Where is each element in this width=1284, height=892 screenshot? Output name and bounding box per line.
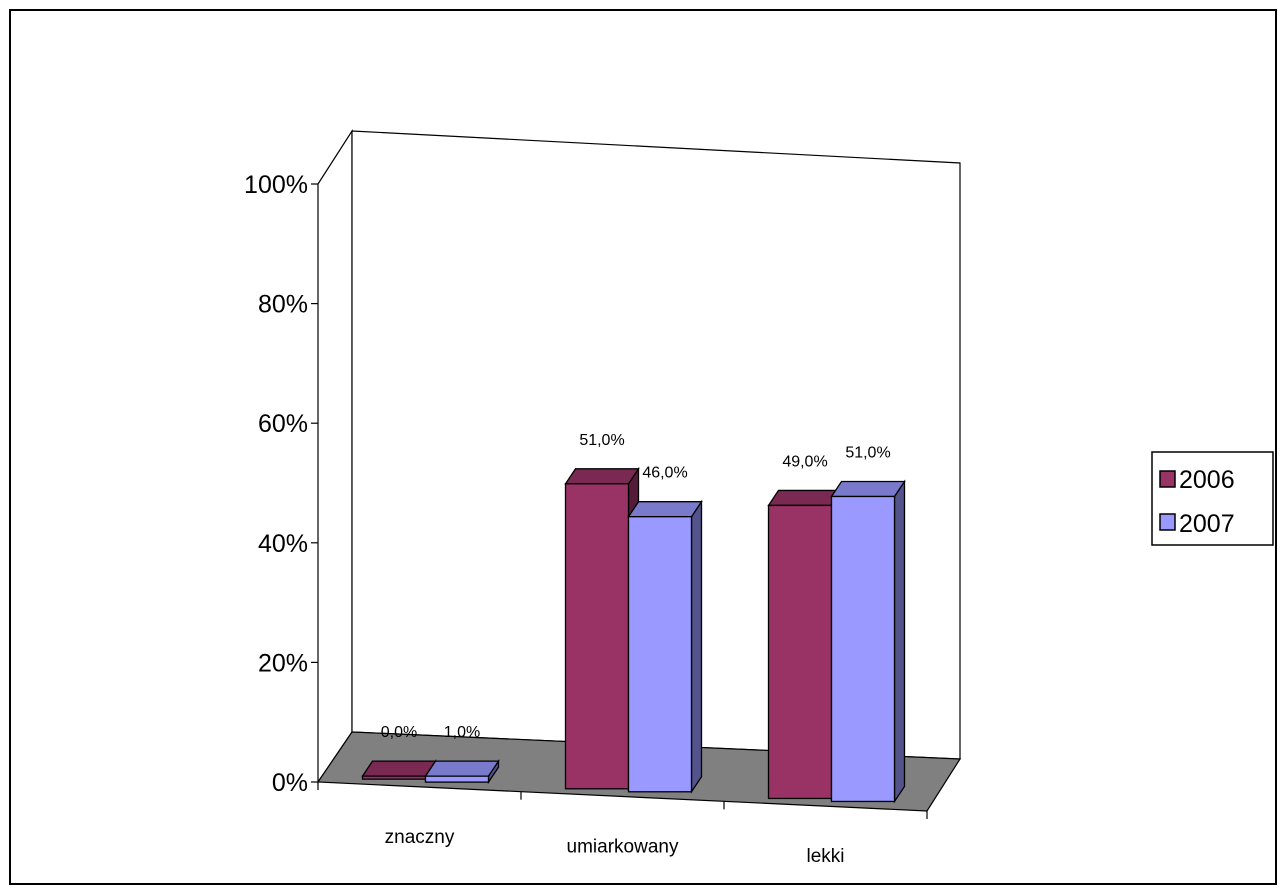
bar-2006-umiarkowany (564, 466, 640, 791)
bar-top (424, 760, 500, 777)
legend-swatch-2007 (1159, 513, 1176, 531)
legend: 2006 2007 (1151, 451, 1274, 546)
chart-left-wall (317, 128, 353, 784)
x-axis-tick-labels: znaczny umiarkowany lekki (385, 827, 845, 867)
y-tick-label: 100% (244, 171, 308, 199)
bars-layer (361, 466, 906, 804)
bar-2007-umiarkowany (627, 499, 703, 794)
bar-front (767, 504, 833, 800)
bar-side (690, 499, 703, 794)
bar-front (627, 516, 693, 793)
bar-front (830, 495, 896, 803)
y-axis-ticks (311, 183, 318, 783)
y-axis-tick-labels: 0% 20% 40% 60% 80% 100% (244, 171, 308, 797)
data-label: 46,0% (642, 465, 687, 482)
x-tick-label: umiarkowany (567, 837, 679, 858)
bar-front (361, 775, 427, 780)
bar-2006-lekki (767, 488, 843, 801)
bar-front (424, 775, 490, 783)
bar-top (564, 468, 640, 485)
legend-label-2006: 2006 (1179, 466, 1235, 494)
x-tick-label: znaczny (385, 827, 455, 848)
legend-swatch-2006 (1159, 470, 1176, 488)
y-tick-label: 0% (272, 769, 308, 797)
chart-frame: 0% 20% 40% 60% 80% 100% znaczny umiarkowany lek… (9, 9, 1277, 885)
y-tick-label: 60% (258, 410, 308, 438)
x-axis-ticks (317, 782, 928, 819)
data-label: 51,0% (845, 444, 890, 461)
bar-2007-znaczny (424, 758, 500, 785)
y-tick-label: 20% (258, 649, 308, 677)
legend-label-2007: 2007 (1179, 510, 1235, 538)
bar-top (627, 501, 703, 518)
data-label: 1,0% (444, 724, 480, 741)
x-tick-label: lekki (806, 846, 844, 867)
y-tick-label: 40% (258, 530, 308, 558)
bar-front (564, 483, 630, 790)
y-tick-label: 80% (258, 291, 308, 319)
data-labels-layer: 0,0% 1,0% 51,0% 46,0% 49,0% 51,0% (381, 432, 891, 741)
data-label: 49,0% (782, 453, 827, 470)
bar-top (361, 760, 437, 777)
chart-canvas: 0% 20% 40% 60% 80% 100% znaczny umiarkowany lek… (244, 128, 1274, 867)
bar-side (893, 479, 906, 804)
data-label: 0,0% (381, 724, 417, 741)
data-label: 51,0% (579, 432, 624, 449)
bar-top (767, 489, 843, 507)
bar-top (830, 480, 906, 498)
bar-2007-lekki (830, 479, 906, 804)
